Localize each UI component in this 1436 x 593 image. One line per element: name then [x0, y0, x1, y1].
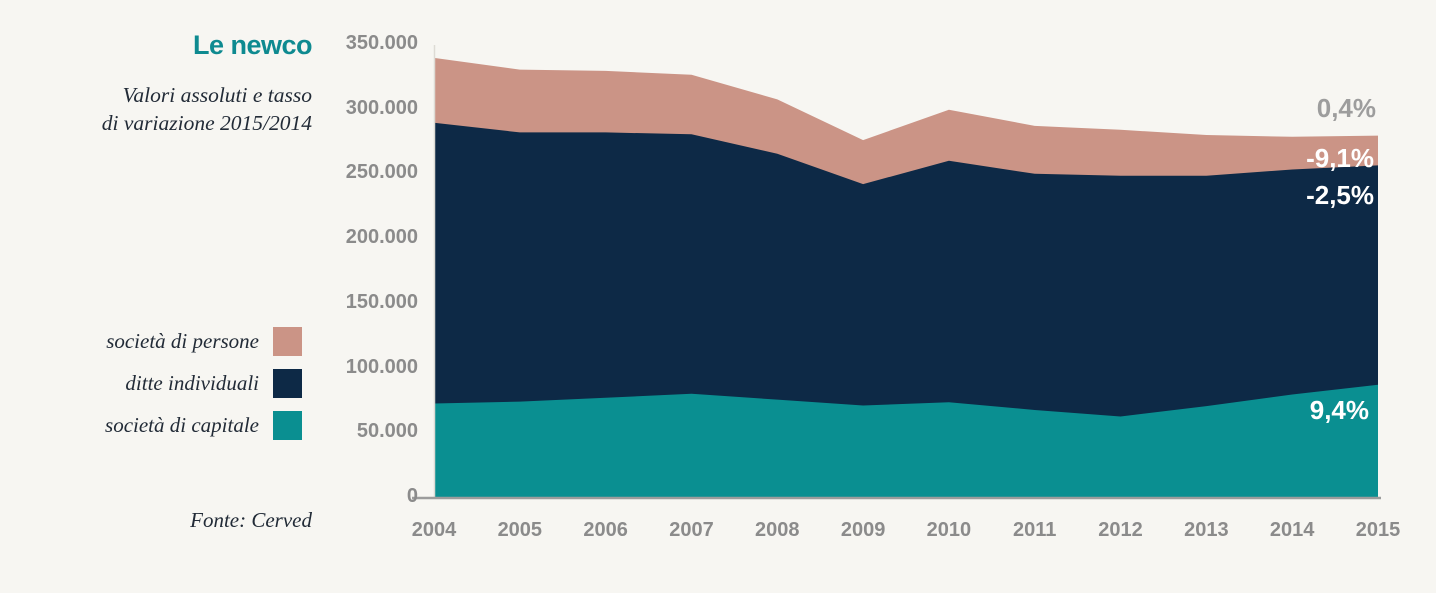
annotation-variation-total: 0,4% [1316, 93, 1376, 123]
x-axis-label: 2011 [1013, 519, 1057, 541]
legend-label-societa-di-persone: società di persone [106, 329, 259, 353]
annotation-variation-societa-di-persone: -9,1% [1306, 143, 1374, 173]
y-axis-label: 250.000 [345, 161, 418, 184]
y-axis-label: 350.000 [345, 32, 418, 54]
x-axis-label: 2013 [1184, 519, 1229, 541]
y-axis-label: 150.000 [345, 290, 418, 313]
x-axis-label: 2005 [497, 519, 543, 541]
x-axis-label: 2009 [840, 519, 886, 541]
y-axis-label: 200.000 [345, 226, 418, 249]
chart-subtitle-line1: Valori assoluti e tasso [122, 83, 312, 107]
chart-subtitle: Valori assoluti e tasso di variazione 20… [20, 82, 312, 138]
y-axis-label: 100.000 [345, 355, 418, 378]
x-axis-label: 2008 [755, 519, 800, 541]
legend: società di persone ditte individuali soc… [30, 327, 302, 453]
y-axis-label: 300.000 [345, 96, 418, 119]
annotation-variation-ditte-individuali: -2,5% [1306, 180, 1374, 210]
legend-label-ditte-individuali: ditte individuali [125, 371, 259, 395]
chart-title: Le newco [192, 30, 313, 60]
y-axis-label: 0 [406, 485, 418, 507]
legend-item-ditte-individuali: ditte individuali [30, 369, 302, 398]
legend-item-societa-di-persone: società di persone [30, 327, 302, 356]
area-societa-di-capitale [434, 384, 1378, 498]
x-axis-label: 2010 [926, 519, 972, 541]
legend-swatch-ditte-individuali [273, 369, 302, 398]
x-axis-label: 2014 [1269, 519, 1315, 541]
x-axis-label: 2007 [669, 519, 714, 541]
x-axis-label: 2015 [1355, 519, 1401, 541]
x-axis-label: 2006 [583, 519, 628, 541]
legend-label-societa-di-capitale: società di capitale [105, 413, 259, 437]
x-axis-label: 2012 [1098, 519, 1143, 541]
legend-swatch-societa-di-persone [273, 327, 302, 356]
x-axis-label: 2004 [411, 519, 457, 541]
source-note: Fonte: Cerved [190, 508, 312, 532]
annotation-variation-societa-di-capitale: 9,4% [1309, 395, 1369, 425]
y-axis-label: 50.000 [356, 420, 418, 443]
legend-swatch-societa-di-capitale [273, 411, 302, 440]
chart-subtitle-line2: di variazione 2015/2014 [101, 110, 312, 135]
legend-item-societa-di-capitale: società di capitale [30, 411, 302, 440]
